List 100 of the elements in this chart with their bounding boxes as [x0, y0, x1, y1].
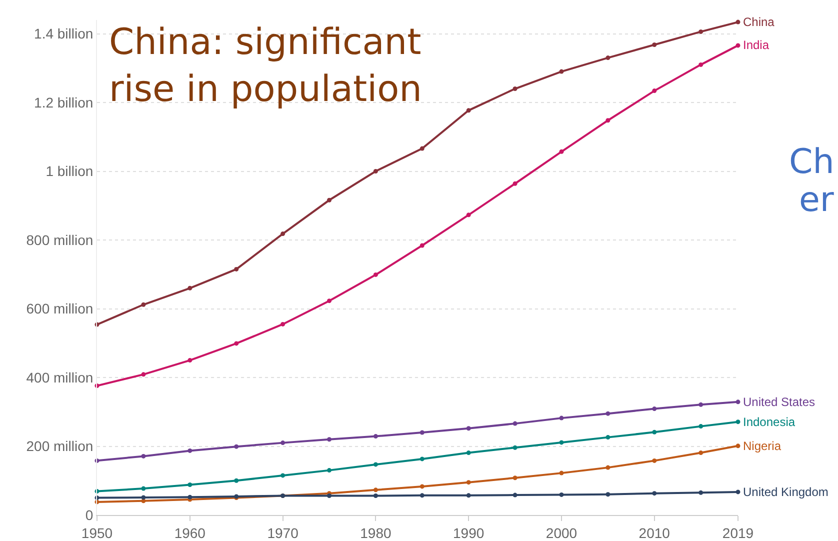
point	[466, 212, 471, 218]
point	[512, 492, 518, 498]
x-tick-label: 1950	[81, 524, 113, 541]
point	[188, 494, 192, 500]
point	[373, 434, 378, 439]
point	[234, 266, 239, 272]
point	[466, 108, 471, 113]
point	[466, 480, 471, 485]
point	[606, 118, 610, 123]
y-tick-label: 400 million	[26, 369, 94, 386]
series-label: United States	[743, 395, 816, 409]
y-tick-label: 1.2 billion	[34, 94, 94, 110]
point	[698, 62, 704, 67]
point	[141, 495, 146, 500]
point	[327, 437, 332, 442]
point	[652, 430, 657, 434]
y-tick-label: 1.4 billion	[34, 26, 94, 42]
point	[606, 56, 610, 60]
point	[736, 400, 740, 404]
point	[466, 426, 471, 431]
point	[234, 478, 239, 483]
point	[280, 440, 286, 446]
point	[698, 424, 704, 429]
point	[698, 490, 704, 495]
point	[234, 341, 239, 346]
x-tick-label: 1970	[267, 524, 299, 541]
point	[420, 430, 424, 435]
x-tick-label: 1980	[360, 524, 392, 541]
point	[559, 470, 564, 476]
point	[652, 406, 657, 412]
x-tick-label: 1960	[174, 524, 206, 541]
point	[141, 302, 146, 307]
point	[606, 492, 610, 497]
point	[420, 493, 424, 498]
text: China: significant rise in population	[108, 22, 422, 110]
point	[512, 476, 518, 480]
point	[512, 86, 518, 91]
y-tick-label: 1 billion	[46, 163, 94, 180]
point	[141, 486, 146, 491]
point	[606, 435, 610, 440]
y-tick-label: 0	[85, 506, 94, 523]
series-label: Nigeria	[743, 439, 782, 453]
point	[373, 494, 378, 498]
point	[188, 358, 192, 363]
point	[141, 454, 146, 458]
point	[373, 488, 378, 492]
x-tick-label: 2010	[638, 524, 670, 541]
point	[280, 322, 286, 326]
point	[466, 450, 471, 456]
text: Ch	[789, 142, 834, 182]
point	[327, 298, 332, 304]
point	[652, 491, 657, 496]
point	[559, 440, 564, 445]
point	[234, 444, 239, 449]
text: er	[799, 180, 834, 220]
point	[420, 456, 424, 462]
series-label: India	[743, 38, 770, 52]
point	[652, 42, 657, 47]
point	[373, 169, 378, 174]
point	[652, 458, 657, 463]
point	[736, 490, 740, 494]
x-tick-label: 1990	[453, 524, 484, 541]
y-tick-label: 800 million	[26, 232, 94, 248]
point	[606, 465, 610, 470]
point	[327, 198, 332, 202]
point	[420, 146, 424, 151]
point	[698, 402, 704, 407]
point	[652, 88, 657, 94]
point	[280, 473, 286, 478]
point	[559, 149, 564, 154]
point	[373, 272, 378, 277]
point	[512, 445, 518, 450]
point	[188, 286, 192, 290]
point	[327, 468, 332, 473]
point	[736, 420, 740, 424]
point	[188, 448, 192, 453]
point	[559, 492, 564, 497]
y-tick-label: 600 million	[26, 300, 94, 317]
point	[373, 462, 378, 467]
point	[327, 494, 332, 498]
point	[559, 416, 564, 420]
series-label: Indonesia	[743, 415, 796, 429]
point	[698, 450, 704, 456]
series-label: United Kingdom	[743, 485, 828, 499]
point	[698, 29, 704, 34]
y-tick-label: 200 million	[26, 438, 94, 454]
point	[280, 232, 286, 236]
point	[736, 20, 740, 24]
point	[420, 243, 424, 248]
x-tick-label: 2000	[546, 524, 578, 541]
point	[559, 69, 564, 74]
point	[606, 411, 610, 416]
point	[512, 421, 518, 426]
x-tick-label: 2019	[722, 524, 754, 541]
point	[736, 43, 740, 48]
point	[141, 372, 146, 377]
series-label: China	[743, 15, 775, 29]
point	[736, 444, 740, 448]
point	[188, 482, 192, 487]
point	[466, 493, 471, 498]
